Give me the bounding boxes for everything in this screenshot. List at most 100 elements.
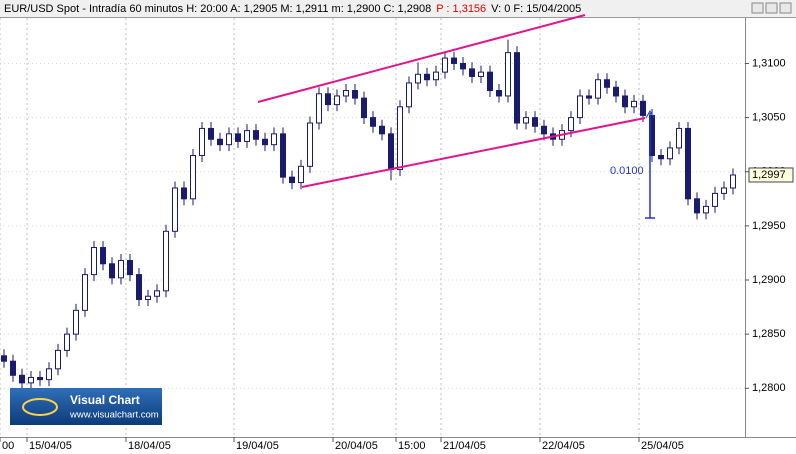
candle-body: [190, 155, 196, 200]
header-segment: EUR/USD Spot - Intradía 60 minutos H: 20…: [4, 3, 431, 15]
candle-body: [442, 57, 448, 73]
x-tick-label: 15:00: [398, 440, 426, 452]
candle-body: [73, 309, 79, 335]
candle-body: [262, 138, 268, 146]
upper-trendline: [257, 14, 586, 103]
candle-body: [694, 198, 700, 214]
last-price-box: [748, 167, 794, 183]
candle-body: [289, 176, 295, 184]
candle-body: [730, 174, 736, 189]
header-bar: [0, 0, 796, 17]
candle-body: [577, 95, 583, 119]
candle-body: [10, 360, 16, 376]
x-tick-label: 25/04/05: [641, 440, 684, 452]
candle-body: [415, 73, 421, 84]
candle-body: [514, 52, 520, 124]
candle-body: [595, 79, 601, 99]
candle-body: [127, 260, 133, 276]
candle-body: [307, 122, 313, 167]
x-tick-label: 19/04/05: [236, 440, 279, 452]
candle-body: [271, 133, 277, 146]
candle-body: [163, 230, 169, 292]
y-tick-label: 1,2950: [752, 220, 786, 232]
header: EUR/USD Spot - Intradía 60 minutos H: 20…: [4, 3, 581, 15]
candle-body: [370, 117, 376, 127]
candle-body: [172, 187, 178, 232]
header-segment: P : 1,3156: [436, 3, 486, 15]
candle-body: [181, 187, 187, 200]
candle-body: [397, 106, 403, 171]
candle-body: [640, 100, 646, 116]
candle-body: [352, 90, 358, 99]
candle-body: [235, 133, 241, 142]
measure: 0.0100: [610, 109, 655, 219]
candle-body: [568, 117, 574, 132]
candle-body: [109, 263, 115, 279]
y-tick-label: 1,2850: [752, 328, 786, 340]
candle-body: [496, 90, 502, 97]
x-tick-label: 22/04/05: [542, 440, 585, 452]
measure-arrow: [645, 109, 655, 119]
candle-body: [613, 86, 619, 97]
window-buttons: [751, 2, 792, 14]
candle-body: [145, 295, 151, 300]
candle-body: [361, 97, 367, 119]
logo-url: www.visualchart.com: [69, 410, 159, 421]
logo-icon: [22, 398, 58, 416]
candle-body: [19, 374, 25, 384]
candle-body: [217, 138, 223, 146]
x-tick-label: 00: [2, 440, 14, 452]
candle-body: [46, 368, 52, 381]
candle-body: [424, 73, 430, 81]
candle-body: [55, 349, 61, 370]
candle-body: [379, 125, 385, 135]
candle-body: [100, 247, 106, 265]
candle-body: [604, 79, 610, 88]
candle-body: [37, 376, 43, 381]
candle-body: [1, 355, 7, 362]
candle-body: [487, 71, 493, 92]
candle-body: [541, 125, 547, 135]
candle-body: [667, 147, 673, 160]
candle-body: [334, 95, 340, 106]
candle-body: [325, 93, 331, 106]
candle-body: [298, 165, 304, 184]
close-button[interactable]: [779, 2, 792, 14]
candle-body: [118, 260, 124, 279]
candle-body: [721, 187, 727, 194]
logo: Visual Chart www.visualchart.com: [10, 388, 162, 425]
candle-body: [622, 95, 628, 108]
candle-body: [703, 205, 709, 214]
candle-body: [469, 68, 475, 77]
candle-body: [712, 192, 718, 207]
candle-body: [685, 127, 691, 200]
candle-body: [253, 130, 259, 140]
candle-body: [154, 290, 160, 297]
candle-body: [451, 57, 457, 64]
axes: 1,28001,28501,29001,29501,30001,30501,31…: [0, 57, 794, 452]
candle-body: [388, 133, 394, 171]
candle-body: [82, 274, 88, 311]
candle-body: [406, 82, 412, 108]
candle-body: [631, 100, 637, 108]
candle-body: [91, 247, 97, 276]
candle-body: [658, 155, 664, 160]
candle-body: [505, 52, 511, 97]
logo-box: [10, 388, 162, 425]
candle-body: [136, 274, 142, 300]
maximize-button[interactable]: [765, 2, 778, 14]
x-tick-label: 15/04/05: [29, 440, 72, 452]
last-price-label: 1,2997: [752, 169, 786, 181]
y-tick-label: 1,3050: [752, 112, 786, 124]
candle-body: [28, 376, 34, 384]
y-tick-label: 1,2900: [752, 274, 786, 286]
candle-body: [199, 127, 205, 157]
candle-body: [280, 133, 286, 178]
logo-title: Visual Chart: [70, 393, 140, 407]
candle-body: [316, 93, 322, 124]
y-tick-label: 1,2800: [752, 382, 786, 394]
x-tick-label: 18/04/05: [128, 440, 171, 452]
minimize-button[interactable]: [751, 2, 764, 14]
